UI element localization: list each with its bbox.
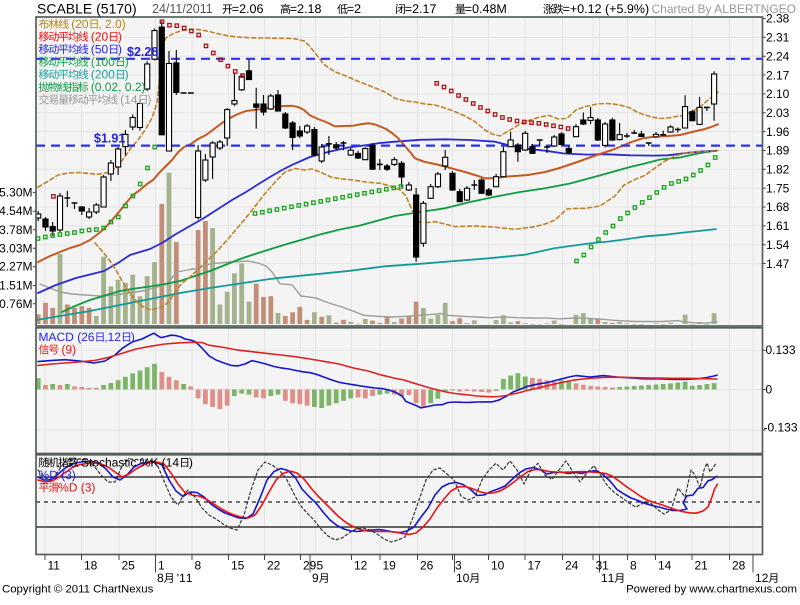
svg-text:2.38: 2.38	[766, 12, 790, 26]
svg-text:12: 12	[354, 559, 368, 573]
svg-text:24: 24	[565, 559, 579, 573]
svg-text:8: 8	[195, 559, 202, 573]
svg-text:8: 8	[630, 559, 637, 573]
svg-text:25: 25	[122, 559, 136, 573]
svg-text:5: 5	[317, 559, 324, 573]
svg-text:1.51M: 1.51M	[0, 279, 33, 293]
svg-text:Powered by www.chartnexus.com: Powered by www.chartnexus.com	[626, 584, 797, 596]
svg-text:1.75: 1.75	[766, 181, 790, 195]
svg-text:1.96: 1.96	[766, 125, 790, 139]
svg-text:5.30M: 5.30M	[0, 185, 33, 199]
svg-text:26: 26	[420, 559, 434, 573]
svg-text:18: 18	[84, 559, 98, 573]
svg-text:1.68: 1.68	[766, 200, 790, 214]
svg-text:1.82: 1.82	[766, 163, 790, 177]
svg-text:Charted By ALBERTNGEO: Charted By ALBERTNGEO	[651, 2, 796, 16]
svg-text:3: 3	[455, 559, 462, 573]
svg-text:0.76M: 0.76M	[0, 297, 33, 311]
svg-text:Copyright © 2011 ChartNexus: Copyright © 2011 ChartNexus	[2, 584, 154, 596]
svg-text:11: 11	[48, 559, 61, 573]
svg-text:2.24: 2.24	[766, 49, 790, 63]
svg-text:28: 28	[732, 559, 746, 573]
svg-text:2.27M: 2.27M	[0, 260, 33, 274]
svg-text:0: 0	[766, 383, 773, 397]
svg-text:3.03M: 3.03M	[0, 241, 33, 255]
svg-text:1.47: 1.47	[766, 257, 790, 271]
svg-text:2.31: 2.31	[766, 31, 790, 45]
svg-text:3.78M: 3.78M	[0, 223, 33, 237]
svg-text:22: 22	[267, 559, 281, 573]
svg-text:2.17: 2.17	[766, 68, 790, 82]
svg-text:15: 15	[231, 559, 245, 573]
svg-text:29: 29	[303, 559, 317, 573]
svg-text:19: 19	[383, 559, 397, 573]
svg-text:-0.133: -0.133	[764, 421, 798, 435]
svg-text:1: 1	[158, 559, 165, 573]
svg-text:SCABLE (5170): SCABLE (5170)	[37, 1, 137, 17]
svg-text:17: 17	[528, 559, 542, 573]
svg-text:4.54M: 4.54M	[0, 204, 33, 218]
svg-text:10: 10	[491, 559, 505, 573]
svg-text:$1.91: $1.91	[94, 132, 125, 146]
svg-text:21: 21	[695, 559, 709, 573]
svg-text:24/11/2011: 24/11/2011	[152, 2, 213, 16]
svg-text:1.61: 1.61	[766, 219, 790, 233]
svg-text:31: 31	[596, 559, 610, 573]
svg-text:$2.28: $2.28	[127, 45, 158, 59]
svg-text:2.03: 2.03	[766, 106, 790, 120]
svg-text:1.89: 1.89	[766, 144, 790, 158]
svg-text:0.133: 0.133	[766, 343, 796, 357]
svg-text:14: 14	[658, 559, 672, 573]
svg-text:2.10: 2.10	[766, 87, 790, 101]
svg-text:1.54: 1.54	[766, 238, 790, 252]
